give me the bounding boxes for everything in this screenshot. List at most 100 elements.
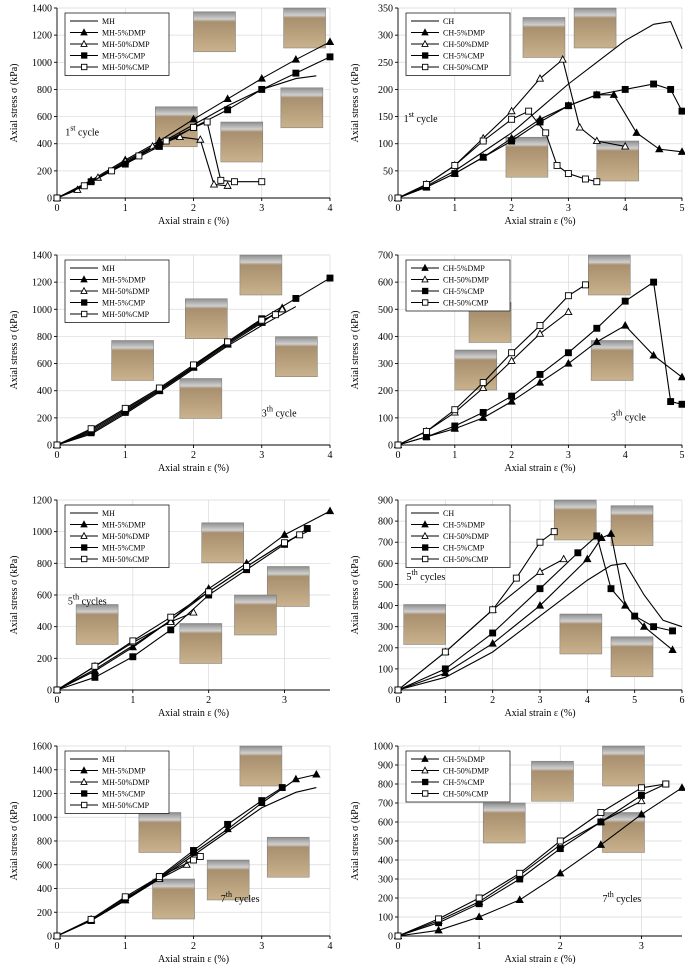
specimen-photo	[588, 254, 631, 296]
marker-square	[667, 398, 675, 406]
marker-square	[574, 549, 582, 557]
marker-square	[451, 161, 459, 169]
legend-marker	[80, 275, 88, 283]
panel: 0 100 200 300 400 500 600 700 800 900 0 1 2 3 4 5 6 Axial…	[350, 496, 685, 720]
y-tick-label: 400	[37, 386, 52, 397]
y-tick-label: 300	[378, 622, 393, 633]
legend-label: CH-50%CMP	[443, 299, 489, 308]
annotation: 1st cycle	[404, 110, 438, 125]
legend-marker	[80, 531, 88, 539]
specimen-photo	[234, 594, 277, 636]
legend-marker	[422, 555, 429, 563]
legend-label: MH-50%DMP	[102, 287, 150, 296]
legend-marker	[421, 766, 429, 774]
x-tick-label: 4	[585, 695, 590, 706]
y-tick-label: 500	[378, 580, 393, 591]
marker-square	[108, 167, 116, 175]
x-tick-label: 3	[566, 450, 571, 461]
x-tick-label: 4	[328, 941, 333, 952]
marker-triangle	[507, 356, 516, 364]
marker-triangle	[507, 106, 516, 115]
marker-square	[217, 176, 225, 184]
marker-square	[121, 893, 129, 901]
y-tick-label: 150	[378, 112, 393, 123]
y-tick-label: 900	[378, 761, 393, 772]
marker-triangle	[90, 666, 100, 675]
marker-square	[556, 837, 564, 845]
marker-triangle	[535, 567, 545, 575]
marker-triangle	[592, 337, 601, 345]
marker-square	[422, 427, 430, 435]
x-tick-label: 2	[206, 695, 211, 706]
series-line	[397, 783, 666, 937]
marker-square	[479, 408, 487, 416]
legend-marker	[422, 778, 429, 786]
y-tick-label: 400	[37, 884, 52, 895]
marker-triangle	[291, 774, 301, 783]
y-tick-label: 1000	[32, 305, 52, 316]
marker-triangle	[189, 114, 198, 123]
panel: 0 50 100 150 200 250 300 350 0 1 2 3 4 5 Axial strain …	[350, 4, 685, 227]
y-tick-label: 0	[388, 441, 393, 452]
y-tick-label: 1000	[32, 58, 52, 69]
y-tick-label: 0	[47, 441, 52, 452]
x-axis-label: Axial strain ε (%)	[504, 708, 575, 719]
annotation-number: 5	[68, 597, 73, 608]
y-tick-label: 400	[378, 332, 393, 343]
legend-label: MH	[102, 264, 115, 273]
marker-triangle	[639, 622, 649, 630]
panel: 0 200 400 600 800 1000 1200 1400 0 1 2 3 4 Axial stra…	[9, 251, 334, 474]
legend-label: CH-5%CMP	[443, 778, 485, 787]
x-tick-label: 0	[396, 450, 401, 461]
marker-square	[129, 653, 137, 661]
legend-label: CH-50%DMP	[443, 276, 489, 285]
legend-marker	[80, 39, 88, 47]
annotation-text: cycle	[414, 114, 438, 125]
x-tick-label: 1	[452, 450, 457, 461]
marker-triangle	[312, 769, 321, 778]
marker-triangle	[189, 607, 198, 616]
y-tick-label: 0	[47, 686, 52, 697]
marker-triangle	[677, 372, 685, 381]
legend-marker	[80, 286, 88, 294]
series-line	[397, 534, 673, 691]
y-tick-label: 1400	[32, 251, 52, 262]
series-line	[397, 783, 667, 937]
legend-marker	[421, 531, 429, 539]
y-tick-label: 200	[378, 643, 393, 654]
marker-square	[258, 85, 266, 93]
marker-triangle	[479, 383, 488, 392]
specimen-photo	[602, 745, 645, 787]
legend-marker	[80, 777, 88, 785]
marker-square	[196, 852, 204, 860]
y-tick-label: 600	[37, 591, 52, 602]
specimen-photo	[602, 812, 645, 853]
legend-label: CH-50%CMP	[443, 63, 489, 72]
specimen-photo	[596, 140, 640, 182]
legend-label: MH-5%CMP	[102, 299, 146, 308]
legend-label: MH	[102, 509, 115, 518]
annotation-number: 7	[221, 894, 226, 905]
series-line	[397, 284, 586, 446]
marker-triangle	[668, 645, 677, 653]
legend: MH MH-5%DMP MH-50%DMP MH-5%CMP MH-50%CMP	[64, 12, 170, 76]
specimen-photo	[111, 340, 154, 381]
annotation-number: 3	[611, 412, 616, 423]
legend-label: CH-50%DMP	[443, 532, 489, 541]
annotation: 7th cycles	[602, 890, 641, 905]
marker-triangle	[325, 506, 335, 515]
y-tick-label: 1000	[373, 742, 393, 753]
x-tick-label: 3	[282, 695, 287, 706]
marker-square	[536, 370, 544, 378]
marker-square	[80, 182, 88, 190]
x-tick-label: 6	[680, 695, 685, 706]
marker-square	[678, 107, 685, 115]
marker-square	[536, 322, 544, 330]
marker-square	[91, 662, 99, 670]
y-tick-label: 800	[37, 837, 52, 848]
marker-square	[135, 152, 143, 160]
marker-square	[394, 686, 402, 694]
marker-triangle	[637, 809, 646, 818]
marker-square	[224, 338, 232, 346]
x-axis-label: Axial strain ε (%)	[158, 216, 229, 227]
